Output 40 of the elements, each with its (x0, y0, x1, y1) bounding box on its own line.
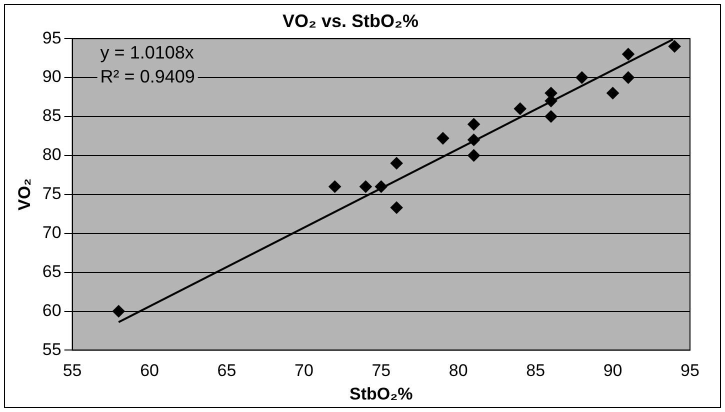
y-tick-label: 65 (42, 262, 62, 281)
point (468, 149, 480, 162)
point (606, 87, 619, 100)
point (390, 157, 403, 170)
point (328, 180, 341, 193)
point (468, 134, 480, 146)
point (622, 72, 634, 84)
point (390, 202, 403, 214)
point (375, 180, 388, 193)
x-tick-label: 55 (62, 361, 82, 380)
x-tick-label: 90 (603, 361, 622, 380)
point (468, 118, 480, 130)
annotation: R² = 0.9409 (100, 66, 195, 87)
y-tick-label: 60 (42, 300, 62, 320)
x-tick-label: 95 (680, 361, 700, 380)
y-tick-label: 95 (42, 28, 62, 48)
y-tick-label: 70 (42, 223, 62, 242)
point (112, 305, 125, 318)
y-tick-label: 90 (42, 67, 62, 86)
y-tick-label: 55 (42, 340, 62, 359)
x-tick-label: 65 (217, 361, 236, 380)
point (360, 180, 372, 193)
y-tick-label: 75 (42, 184, 62, 204)
point (576, 72, 588, 84)
point (436, 132, 449, 144)
point (622, 48, 634, 60)
x-axis-title: StbO₂% (350, 384, 413, 404)
chart-title: VO₂ vs. StbO₂% (282, 10, 419, 31)
y-tick-label: 85 (42, 106, 62, 126)
x-tick-label: 75 (372, 361, 391, 380)
y-tick-label: 80 (42, 145, 62, 164)
x-tick-label: 60 (140, 361, 159, 380)
x-tick-label: 85 (526, 361, 546, 380)
annotation: y = 1.0108x (100, 42, 194, 63)
y-axis-title: VO₂ (14, 178, 34, 210)
point (514, 102, 526, 115)
point (668, 40, 681, 52)
x-tick-label: 80 (448, 361, 468, 380)
x-tick-label: 70 (294, 361, 314, 380)
point (545, 110, 558, 122)
